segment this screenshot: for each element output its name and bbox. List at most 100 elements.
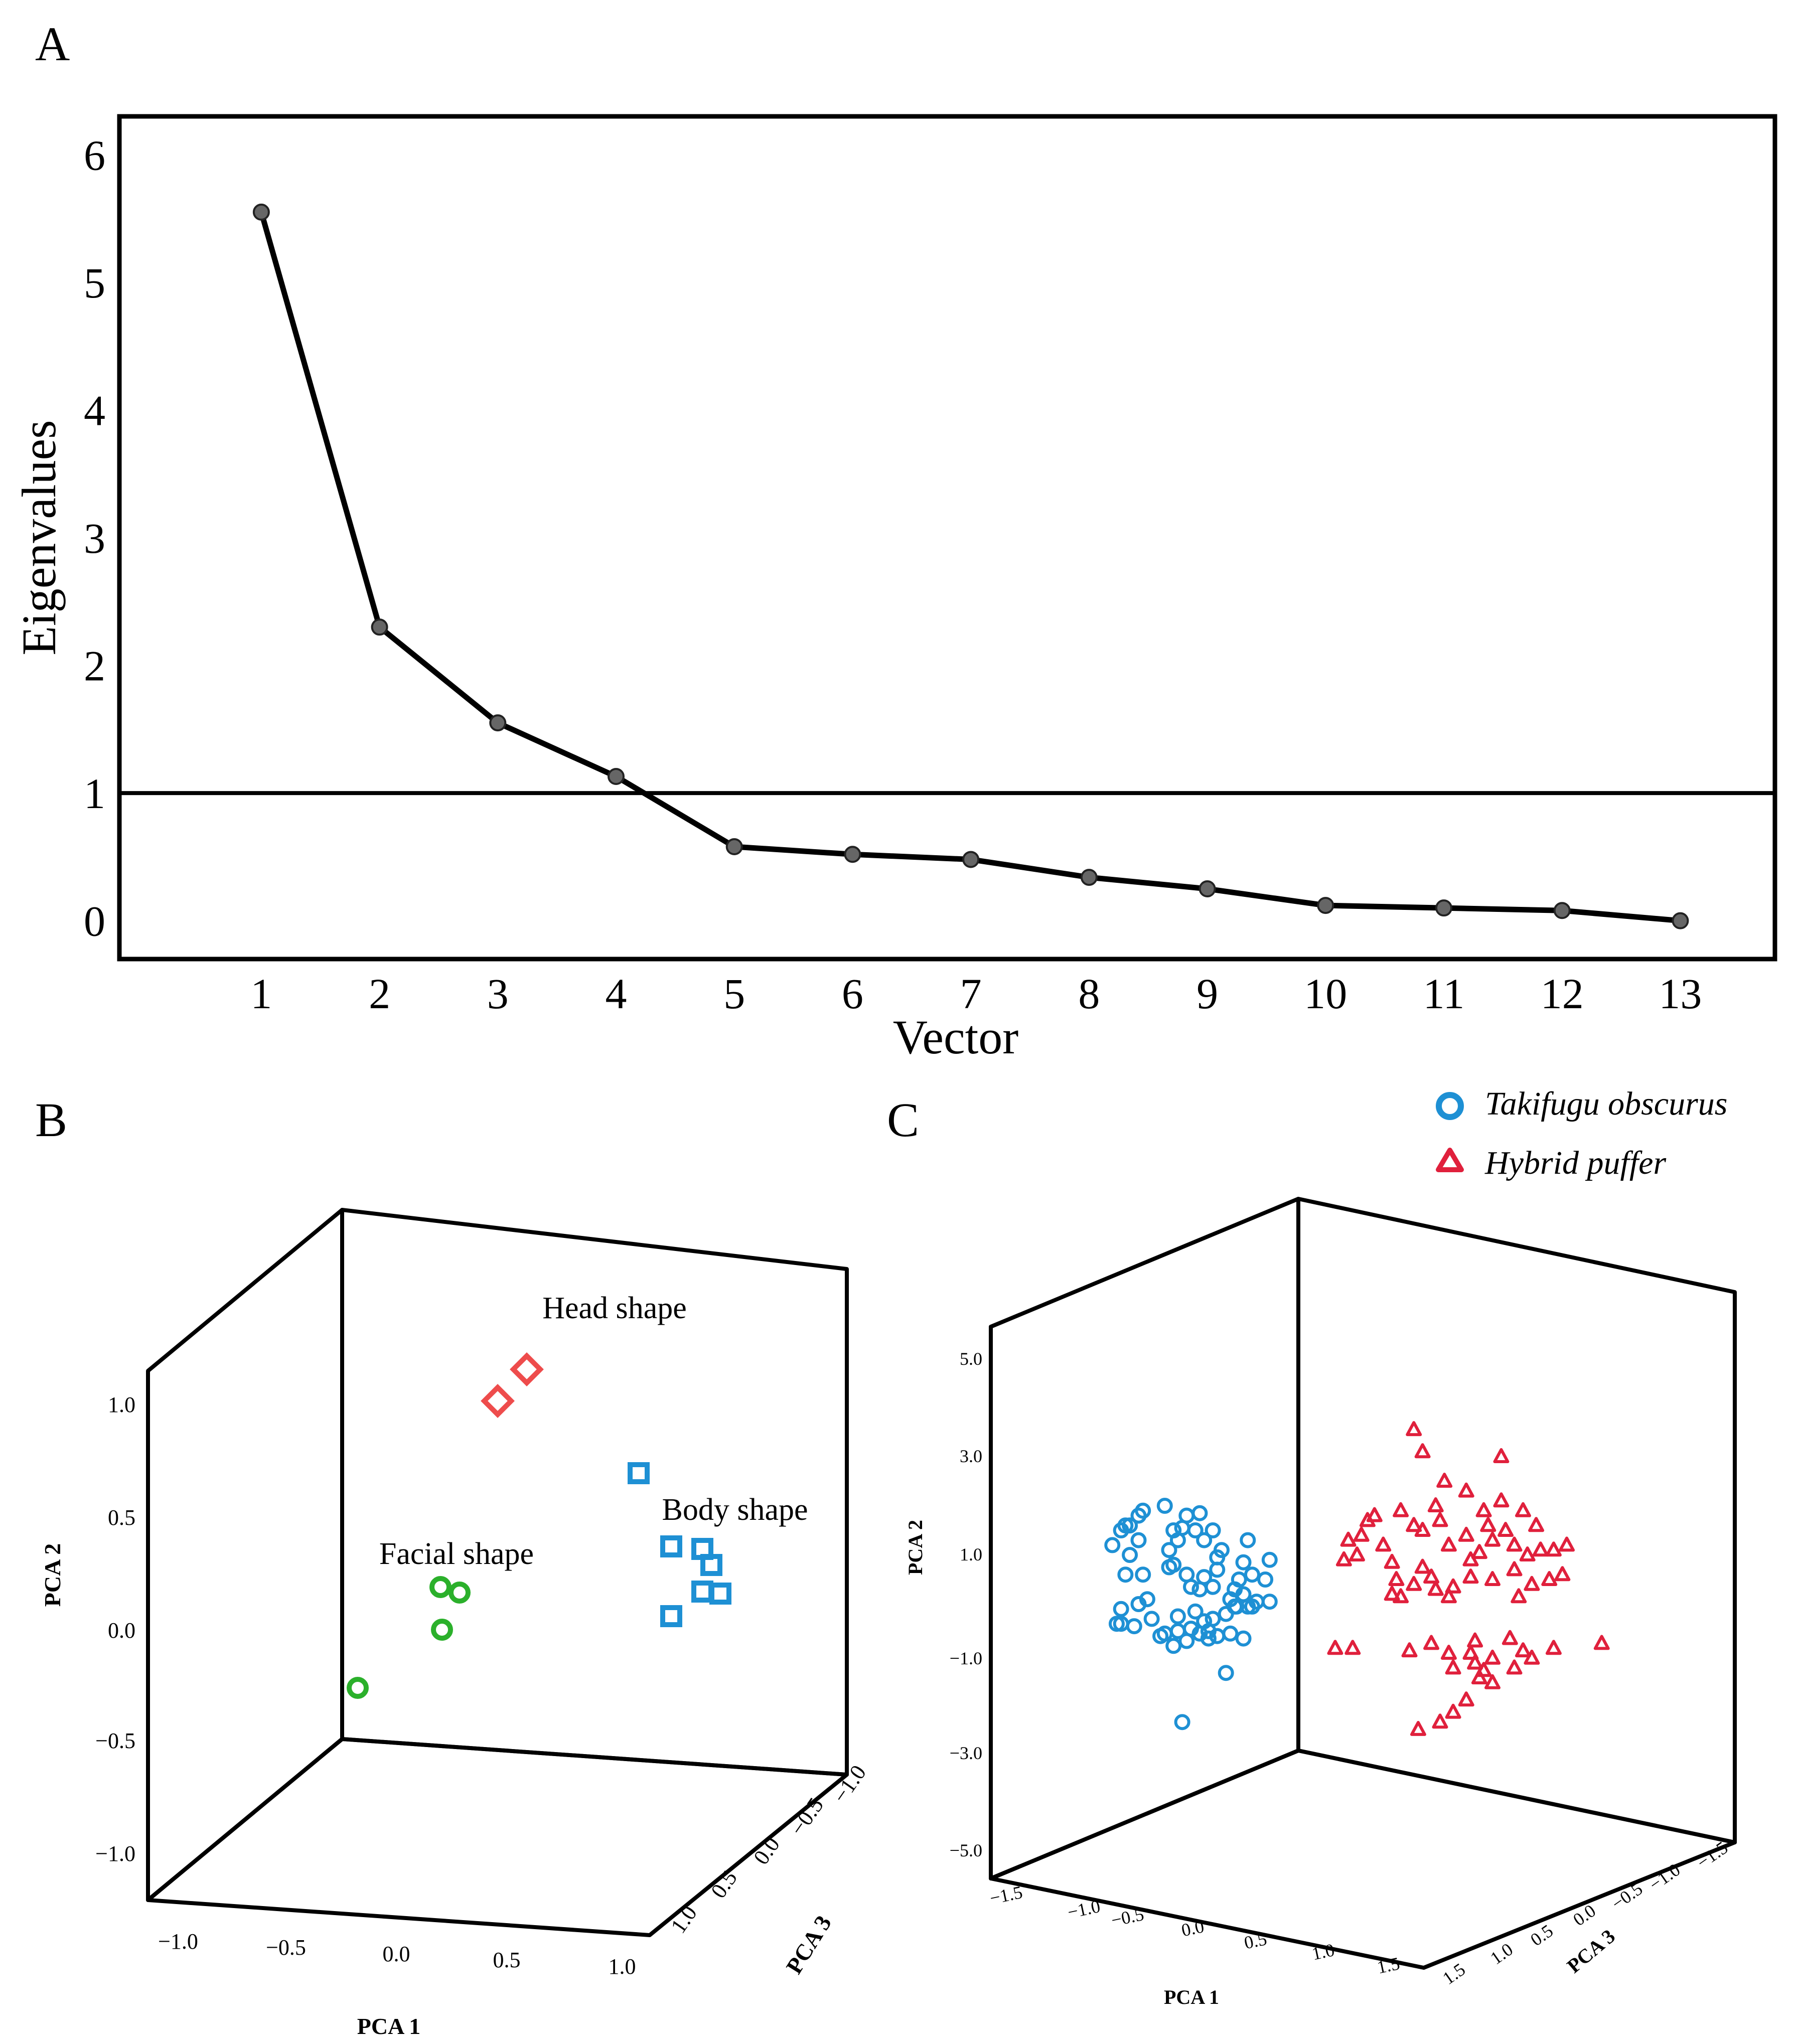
hybrid-point — [1349, 1546, 1365, 1561]
takifugu-point — [1143, 1611, 1160, 1627]
y-tick-label: 0.5 — [108, 1505, 135, 1530]
body-shape-point — [628, 1462, 650, 1484]
x-axis-label-a: Vector — [893, 1010, 1019, 1064]
takifugu-point — [1135, 1502, 1151, 1519]
y-axis-ticks-b: 1.0 0.5 0.0 −0.5 −1.0 — [95, 1392, 135, 1866]
x-tick-label: 1.0 — [1310, 1940, 1336, 1964]
z-tick-label: 1.0 — [1486, 1939, 1517, 1969]
z-axis-label-b: PCA 3 — [781, 1911, 836, 1978]
takifugu-point — [1165, 1638, 1182, 1654]
y-tick-label: −1.0 — [95, 1841, 135, 1866]
x-tick-label: −1.0 — [158, 1929, 198, 1954]
takifugu-point — [1240, 1598, 1256, 1615]
z-tick-label: 0.5 — [706, 1866, 742, 1903]
takifugu-point — [1122, 1547, 1138, 1563]
takifugu-point — [1218, 1665, 1234, 1681]
x-axis-ticks-a: 1 2 3 4 5 6 7 8 9 10 11 12 13 — [250, 970, 1702, 1018]
hybrid-point — [1414, 1443, 1431, 1459]
y-tick-label: −0.5 — [95, 1728, 135, 1753]
body-shape-point — [660, 1605, 682, 1627]
hybrid-point — [1493, 1492, 1510, 1508]
takifugu-point — [1235, 1630, 1252, 1647]
facial-shape-point — [431, 1619, 453, 1641]
z-tick-label: −1.0 — [828, 1761, 871, 1807]
annotation-head-shape: Head shape — [542, 1291, 686, 1325]
y-tick-label: 3 — [84, 514, 105, 562]
takifugu-point — [1169, 1608, 1186, 1625]
hybrid-point — [1554, 1566, 1571, 1582]
takifugu-point — [1126, 1618, 1142, 1635]
hybrid-point — [1462, 1568, 1479, 1584]
y-tick-label: −5.0 — [950, 1840, 982, 1860]
takifugu-point — [1196, 1532, 1213, 1548]
y-tick-label: 1.0 — [108, 1392, 135, 1417]
x-tick-label: 9 — [1196, 970, 1218, 1018]
y-axis-label-a: Eigenvalues — [12, 420, 66, 655]
hybrid-point — [1440, 1645, 1457, 1660]
annotation-facial-shape: Facial shape — [379, 1537, 534, 1571]
hybrid-point — [1335, 1551, 1352, 1566]
legend-c: Takifugu obscurus Hybrid puffer — [1436, 1085, 1727, 1181]
y-tick-label: −1.0 — [950, 1648, 982, 1668]
hybrid-point — [1484, 1674, 1501, 1689]
hybrid-point — [1511, 1588, 1527, 1604]
hybrid-point — [1484, 1571, 1501, 1586]
hybrid-point — [1532, 1541, 1549, 1557]
body-shape-point — [709, 1583, 731, 1605]
takifugu-point — [1205, 1522, 1221, 1538]
takifugu-point — [1261, 1594, 1278, 1610]
body-shape-point — [700, 1554, 722, 1576]
x-axis-ticks-b: −1.0 −0.5 0.0 0.5 1.0 — [158, 1929, 636, 1979]
hybrid-point — [1340, 1531, 1357, 1547]
hybrid-point — [1445, 1659, 1461, 1675]
takifugu-point — [1174, 1520, 1190, 1536]
scree-point — [844, 846, 861, 863]
takifugu-point — [1231, 1571, 1247, 1588]
x-tick-label: 0.5 — [1242, 1929, 1268, 1953]
takifugu-point — [1161, 1542, 1177, 1558]
x-axis-ticks-c: −1.5 −1.0 −0.5 0.0 0.5 1.0 1.5 — [988, 1882, 1401, 1978]
panel-c: C Takifugu obscurus Hybrid puffer 5.0 3.0… — [887, 1085, 1737, 2008]
x-tick-label: −1.0 — [1066, 1896, 1102, 1923]
hybrid-point — [1515, 1642, 1531, 1658]
takifugu-point — [1104, 1537, 1121, 1553]
y-tick-label: 1.0 — [960, 1544, 982, 1564]
head-shape-point — [510, 1352, 544, 1386]
hybrid-point — [1445, 1703, 1461, 1719]
hybrid-point — [1401, 1642, 1418, 1658]
facial-shape-point — [448, 1582, 471, 1604]
takifugu-point — [1113, 1616, 1129, 1632]
x-tick-label: 6 — [842, 970, 863, 1018]
hybrid-point — [1414, 1522, 1431, 1537]
hybrid-point — [1515, 1502, 1531, 1517]
takifugu-point — [1117, 1566, 1134, 1583]
x-tick-label: 3 — [487, 970, 509, 1018]
cube-frame-b — [146, 1208, 849, 1937]
x-tick-label: −0.5 — [1109, 1904, 1145, 1931]
panel-b: B 1.00.50.0−0.5−1.0 −1.0 −0.5 0.0 0.5 1.0 −1… — [35, 1093, 871, 2039]
z-axis-label-c: PCA 3 — [1563, 1925, 1619, 1977]
hybrid-point — [1467, 1654, 1483, 1670]
scree-point — [962, 851, 980, 868]
x-tick-label: 13 — [1659, 970, 1702, 1018]
x-tick-label: 0.0 — [383, 1942, 410, 1966]
x-tick-label: 10 — [1304, 970, 1347, 1018]
takifugu-point — [1200, 1623, 1217, 1639]
hybrid-point — [1462, 1645, 1479, 1660]
scree-point — [1435, 899, 1452, 917]
takifugu-point — [1117, 1517, 1134, 1534]
hybrid-point — [1519, 1546, 1536, 1561]
panel-label-c: C — [887, 1093, 919, 1147]
hybrid-point — [1423, 1635, 1440, 1650]
hybrid-point — [1432, 1512, 1448, 1527]
takifugu-point — [1161, 1559, 1177, 1576]
x-tick-label: 0.5 — [493, 1948, 521, 1972]
hybrid-point — [1327, 1640, 1343, 1655]
legend-label-takifugu: Takifugu obscurus — [1485, 1085, 1727, 1122]
hybrid-point — [1458, 1691, 1474, 1707]
panel-label-a: A — [35, 17, 70, 71]
x-tick-label: 2 — [369, 970, 390, 1018]
takifugu-point — [1174, 1714, 1190, 1731]
x-tick-label: 0.0 — [1179, 1916, 1206, 1940]
